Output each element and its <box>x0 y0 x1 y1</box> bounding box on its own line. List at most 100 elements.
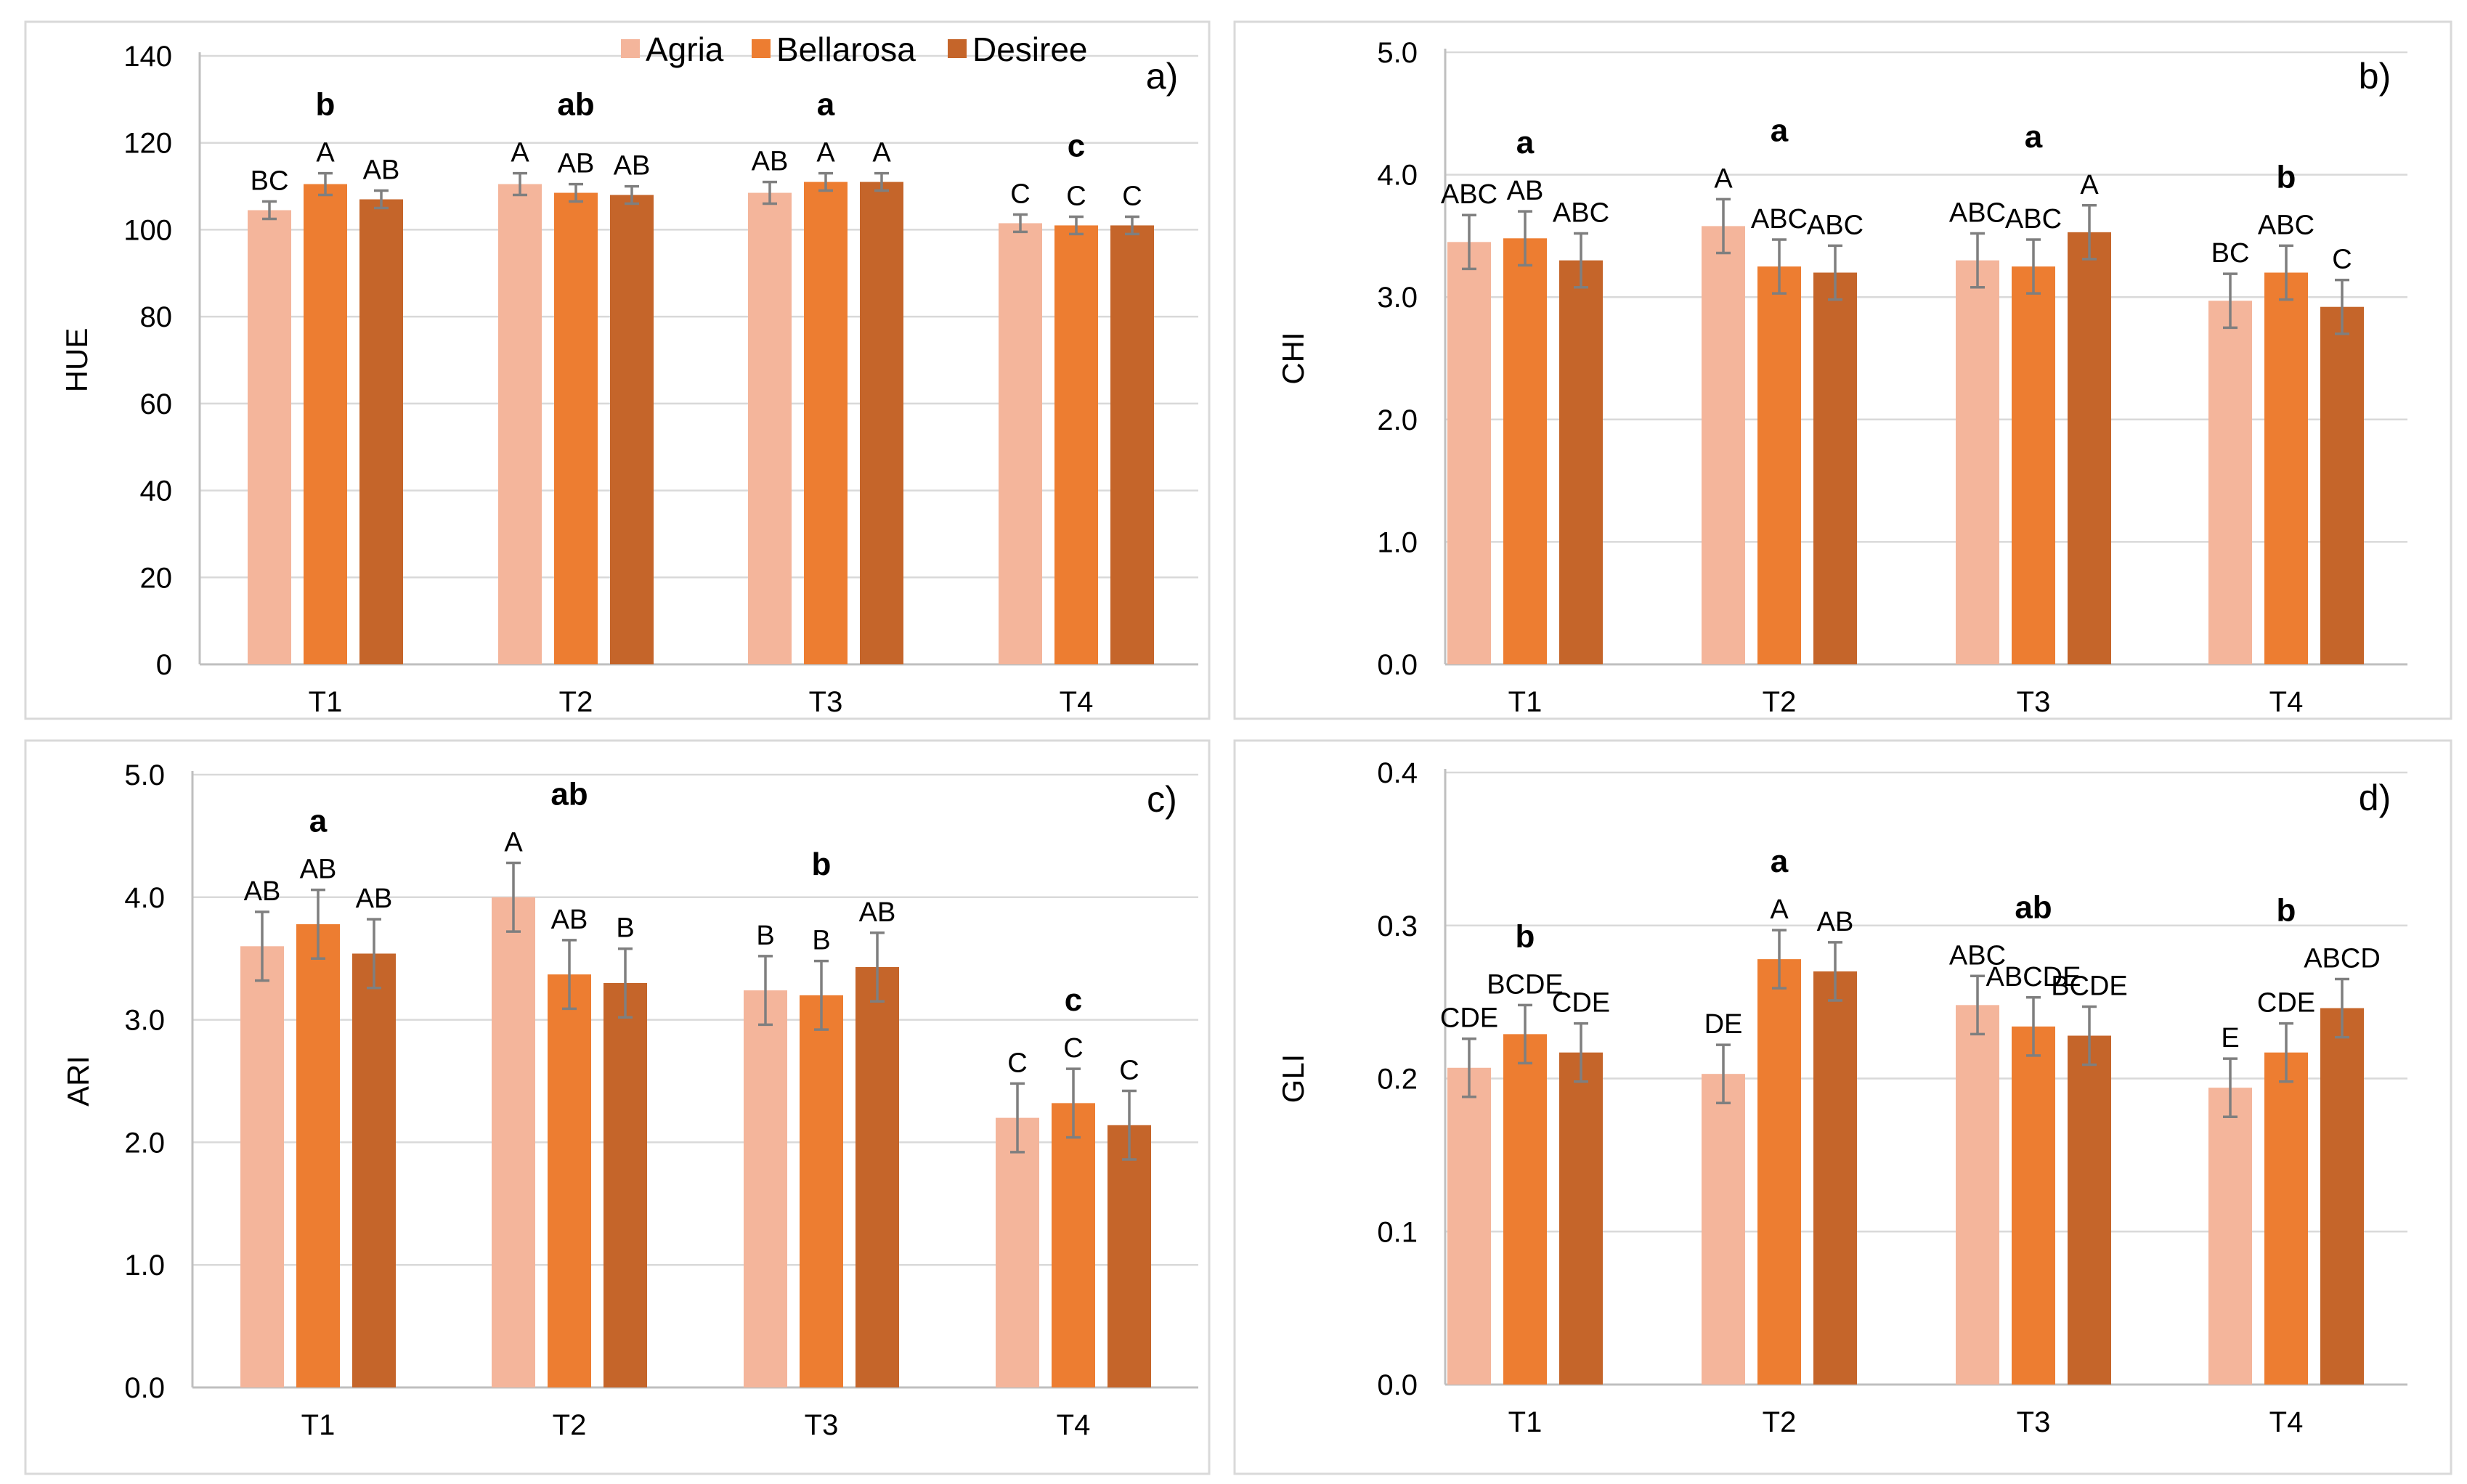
group-letter: a <box>1516 125 1535 160</box>
significance-letter: AB <box>363 155 400 186</box>
bar-agria-t1 <box>248 210 291 664</box>
group-letter: a <box>309 804 328 839</box>
bar-bellarosa-t4 <box>1054 225 1098 664</box>
bar-desiree-t4 <box>1107 1125 1151 1387</box>
bar-desiree-t2 <box>610 195 654 664</box>
x-tick-label: T4 <box>1057 1409 1091 1441</box>
bar-desiree-t1 <box>359 199 403 664</box>
y-tick-label: 2.0 <box>124 1127 165 1159</box>
group-letter: b <box>1516 918 1535 954</box>
significance-letter: C <box>1119 1056 1139 1086</box>
y-tick-label: 0 <box>156 649 172 681</box>
y-tick-label: 80 <box>140 301 173 333</box>
bar-agria-t3 <box>1956 260 1999 664</box>
x-tick-label: T4 <box>1060 686 1094 718</box>
group-letter: ab <box>2015 889 2052 925</box>
bar-bellarosa-t1 <box>304 184 347 665</box>
significance-letter: A <box>1770 894 1789 925</box>
bar-desiree-t1 <box>1559 1052 1603 1385</box>
bar-desiree-t4 <box>1110 225 1154 664</box>
significance-letter: B <box>756 921 774 951</box>
significance-letter: C <box>1122 181 1142 211</box>
y-tick-label: 0.4 <box>1377 757 1418 789</box>
group-letter: a <box>1771 844 1789 879</box>
x-tick-label: T2 <box>553 1409 587 1441</box>
significance-letter: AB <box>244 876 281 907</box>
significance-letter: BCDE <box>1487 969 1564 1000</box>
bar-agria-t2 <box>1702 226 1745 664</box>
x-tick-label: T3 <box>2017 1406 2051 1438</box>
y-tick-label: 3.0 <box>1377 282 1418 314</box>
significance-letter: E <box>2221 1023 2239 1053</box>
bar-agria-t4 <box>2208 301 2252 664</box>
y-axis-label: ARI <box>61 1056 95 1106</box>
bar-agria-t4 <box>999 223 1042 664</box>
x-tick-label: T3 <box>809 686 843 718</box>
y-tick-label: 0.0 <box>1377 1369 1418 1401</box>
y-tick-label: 3.0 <box>124 1005 165 1037</box>
group-letter: b <box>316 87 336 123</box>
significance-letter: ABC <box>2005 204 2062 235</box>
significance-letter: AB <box>356 884 393 914</box>
legend-label-bellarosa: Bellarosa <box>776 30 916 68</box>
y-tick-label: 0.0 <box>1377 649 1418 681</box>
bar-agria-t4 <box>2208 1088 2252 1385</box>
group-letter: c <box>1065 982 1082 1018</box>
bar-agria-t4 <box>996 1117 1039 1387</box>
x-tick-label: T2 <box>1763 686 1797 718</box>
significance-letter: AB <box>300 855 337 885</box>
bar-agria-t3 <box>748 192 792 664</box>
y-tick-label: 40 <box>140 476 173 507</box>
significance-letter: CDE <box>2257 988 2315 1019</box>
bar-agria-t2 <box>492 897 535 1387</box>
y-tick-label: 1.0 <box>124 1249 165 1281</box>
x-tick-label: T3 <box>2017 686 2051 718</box>
bar-bellarosa-t2 <box>548 974 591 1387</box>
significance-letter: CDE <box>1440 1003 1498 1034</box>
y-tick-label: 0.2 <box>1377 1064 1418 1096</box>
group-letter: a <box>817 87 835 123</box>
bar-desiree-t1 <box>352 953 396 1387</box>
bar-agria-t1 <box>240 946 284 1387</box>
bar-agria-t2 <box>1702 1074 1745 1385</box>
bar-desiree-t3 <box>2068 1035 2111 1385</box>
x-tick-label: T1 <box>1508 1406 1543 1438</box>
panel-frame <box>24 20 1211 720</box>
significance-letter: A <box>2080 170 2099 200</box>
y-tick-label: 5.0 <box>124 759 165 791</box>
significance-letter: A <box>511 138 529 168</box>
bar-desiree-t3 <box>860 182 903 665</box>
bar-desiree-t2 <box>1813 971 1857 1385</box>
significance-letter: ABCDE <box>1986 962 2081 992</box>
y-tick-label: 100 <box>123 214 172 246</box>
significance-letter: C <box>1010 179 1030 209</box>
significance-letter: A <box>1714 163 1733 194</box>
bar-agria-t3 <box>744 990 787 1387</box>
bar-desiree-t4 <box>2320 1008 2364 1385</box>
group-letter: b <box>2277 893 2296 929</box>
significance-letter: BC <box>2211 238 2250 269</box>
significance-letter: AB <box>752 147 789 177</box>
y-axis-label: GLI <box>1276 1054 1310 1104</box>
y-axis-label: CHI <box>1276 332 1310 384</box>
legend-swatch-desiree <box>948 39 967 58</box>
y-tick-label: 20 <box>140 562 173 594</box>
x-tick-label: T1 <box>309 686 343 718</box>
significance-letter: ABCD <box>2304 944 2381 974</box>
significance-letter: ABC <box>1751 204 1808 235</box>
x-tick-label: T1 <box>1508 686 1543 718</box>
significance-letter: ABC <box>1807 210 1864 240</box>
y-tick-label: 1.0 <box>1377 526 1418 558</box>
legend: Agria Bellarosa Desiree <box>621 30 1088 68</box>
x-tick-label: T4 <box>2269 1406 2304 1438</box>
x-tick-label: T4 <box>2269 686 2304 718</box>
y-tick-label: 120 <box>123 128 172 160</box>
bar-bellarosa-t1 <box>1503 1034 1547 1385</box>
group-letter: b <box>812 847 832 882</box>
significance-letter: B <box>812 926 830 956</box>
bar-agria-t2 <box>498 184 542 665</box>
y-tick-label: 60 <box>140 388 173 420</box>
bar-bellarosa-t1 <box>1503 238 1547 665</box>
